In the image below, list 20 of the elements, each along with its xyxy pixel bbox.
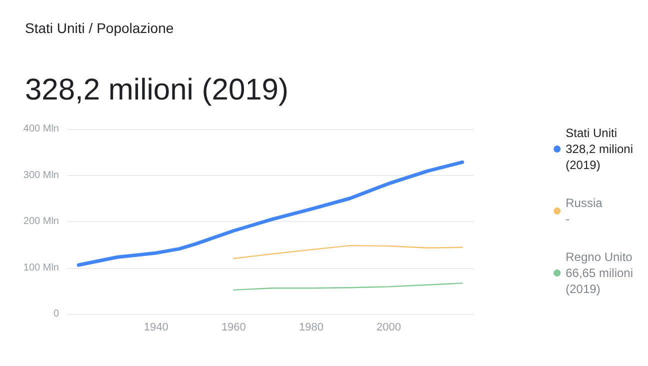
y-tick-label: 100 Mln xyxy=(23,262,59,274)
x-tick-label: 1960 xyxy=(221,322,246,334)
y-tick-label: 400 Mln xyxy=(23,124,59,134)
y-tick-label: 0 xyxy=(53,308,60,320)
text: - xyxy=(566,212,570,226)
x-tick-label: 1940 xyxy=(144,322,168,334)
legend-label: Russia xyxy=(566,196,603,210)
text: 328,2 milioni (2019) xyxy=(566,142,634,172)
chart-subtitle: Stati Uniti / Popolazione xyxy=(25,20,174,36)
text: Regno Unito xyxy=(566,250,633,264)
chart-title: 328,2 milioni (2019) xyxy=(25,74,288,106)
text: 66,65 milioni (2019) xyxy=(566,266,634,296)
y-tick-label: 300 Mln xyxy=(23,170,59,181)
line-series xyxy=(76,160,464,267)
line-series xyxy=(233,282,463,291)
x-tick-label: 2000 xyxy=(376,322,401,334)
line-series xyxy=(233,244,463,260)
text: Stati Uniti xyxy=(566,126,617,140)
y-tick-label: 200 Mln xyxy=(23,216,59,227)
x-tick-label: 1980 xyxy=(298,322,324,334)
